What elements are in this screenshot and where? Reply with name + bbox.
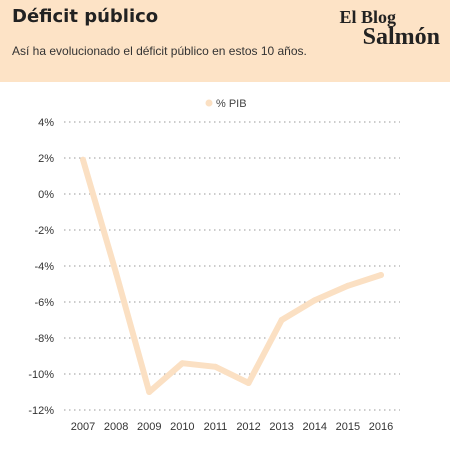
x-tick-label: 2007 xyxy=(71,421,95,433)
logo-line-2: Salmón xyxy=(362,24,440,50)
x-tick-label: 2013 xyxy=(269,421,293,433)
data-point xyxy=(113,270,120,277)
x-tick-label: 2009 xyxy=(137,421,161,433)
chart-title: Déficit público xyxy=(12,6,159,27)
chart-subtitle: Así ha evolucionado el déficit público e… xyxy=(12,44,307,58)
x-tick-label: 2014 xyxy=(303,421,327,433)
x-tick-label: 2011 xyxy=(204,421,228,433)
x-tick-label: 2016 xyxy=(369,421,393,433)
legend-label-pib: % PIB xyxy=(216,98,247,110)
y-tick-label: -4% xyxy=(34,261,54,273)
y-tick-label: 0% xyxy=(38,189,54,201)
data-point xyxy=(212,363,219,370)
series-pib xyxy=(80,156,384,395)
logo-line-1: El Blog xyxy=(339,7,396,27)
data-point xyxy=(245,380,252,386)
line-chart: % PIB 4%2%0%-2%-4%-6%-8%-10%-12% 2007 200… xyxy=(28,98,400,433)
data-point xyxy=(146,389,153,395)
y-tick-label: -8% xyxy=(34,333,54,345)
x-tick-label: 2010 xyxy=(170,421,194,433)
y-tick-label: -10% xyxy=(28,369,54,381)
x-axis-ticks: 2007 2008 2009 2010 2011 2012 2013 2014 2015 2016 xyxy=(71,421,393,433)
data-point xyxy=(278,317,285,323)
x-tick-label: 2008 xyxy=(104,421,128,433)
legend-swatch-pib xyxy=(205,99,213,107)
data-point xyxy=(311,297,318,304)
y-tick-label: -2% xyxy=(34,225,54,237)
data-point xyxy=(179,360,186,367)
legend: % PIB xyxy=(205,98,247,110)
data-point xyxy=(80,156,86,163)
series-line-pib xyxy=(80,156,384,395)
y-axis-ticks: 4% 2% 0% -2% -4% -6% -8% -10% -12% xyxy=(28,117,54,417)
y-tick-label: -6% xyxy=(34,297,54,309)
header-banner: Déficit público Así ha evolucionado el d… xyxy=(0,0,450,82)
x-tick-label: 2015 xyxy=(336,421,360,433)
y-tick-label: 2% xyxy=(38,153,54,165)
data-point xyxy=(378,272,384,278)
data-point xyxy=(344,282,351,289)
y-tick-label: 4% xyxy=(38,117,54,129)
y-tick-label: -12% xyxy=(28,405,54,417)
brand-logo: El Blog Salmón xyxy=(339,8,440,49)
grid xyxy=(64,121,400,411)
x-tick-label: 2012 xyxy=(236,421,260,433)
